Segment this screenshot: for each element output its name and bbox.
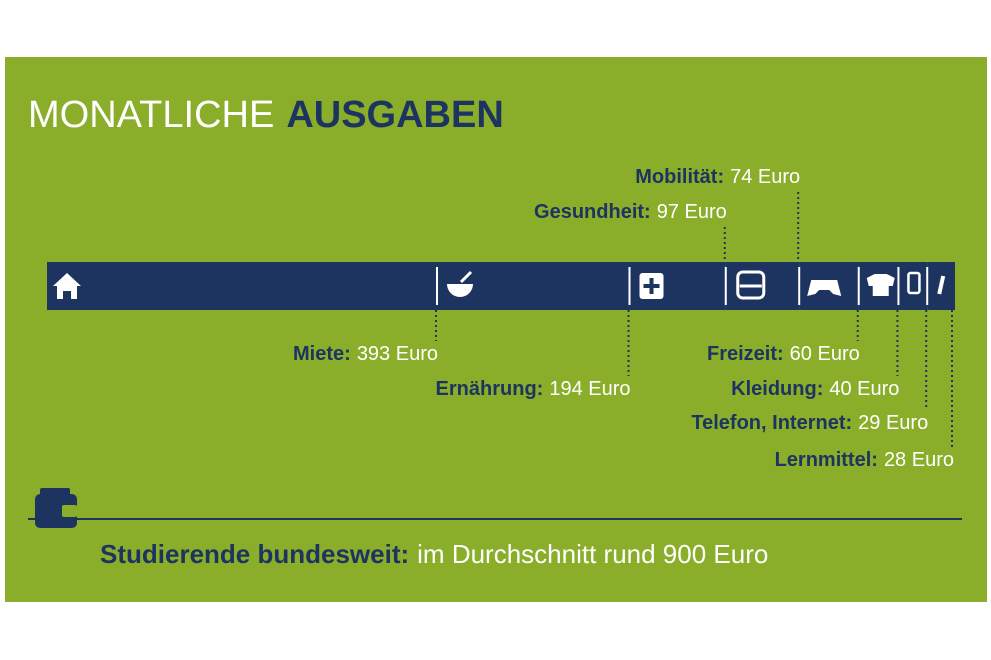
value-text: 194 Euro xyxy=(549,378,630,400)
title-emphasis: AUSGABEN xyxy=(286,94,503,136)
value-label: Kleidung: 40 Euro xyxy=(731,378,899,400)
icon-pad xyxy=(807,280,842,296)
segment-icon xyxy=(907,271,921,295)
icon-home xyxy=(53,273,81,299)
value-text: 97 Euro xyxy=(657,201,727,223)
icon-bowl xyxy=(446,284,473,298)
category-name: Lernmittel: xyxy=(775,449,878,471)
icon-pencil xyxy=(937,275,946,295)
category-name: Gesundheit: xyxy=(534,201,651,223)
segment-icon xyxy=(736,270,766,300)
value-text: 28 Euro xyxy=(884,449,954,471)
value-text: 40 Euro xyxy=(829,378,899,400)
value-label: Mobilität: 74 Euro xyxy=(635,166,800,188)
title-main: MONATLICHE xyxy=(28,94,274,136)
category-name: Miete: xyxy=(293,343,351,365)
value-text: 393 Euro xyxy=(357,343,438,365)
category-name: Mobilität: xyxy=(635,166,724,188)
category-name: Telefon, Internet: xyxy=(691,412,852,434)
icon-shirt xyxy=(866,274,895,296)
value-label: Freizeit: 60 Euro xyxy=(707,343,860,365)
bar-segment xyxy=(898,262,928,310)
value-text: 29 Euro xyxy=(858,412,928,434)
icon-cross xyxy=(643,278,660,294)
segment-icon xyxy=(446,270,473,298)
wallet-icon xyxy=(35,488,77,528)
bar-segment xyxy=(47,262,437,310)
panel xyxy=(5,57,987,602)
segment-icon xyxy=(937,275,946,295)
segment-icon xyxy=(866,274,895,296)
category-name: Freizeit: xyxy=(707,343,784,365)
footer-text: im Durchschnitt rund 900 Euro xyxy=(417,539,768,569)
title: MONATLICHE AUSGABEN xyxy=(28,94,504,136)
icon-spoon xyxy=(459,270,473,284)
value-label: Ernährung: 194 Euro xyxy=(436,378,631,400)
footer: Studierende bundesweit: im Durchschnitt r… xyxy=(100,539,768,569)
value-text: 74 Euro xyxy=(730,166,800,188)
value-label: Gesundheit: 97 Euro xyxy=(534,201,727,223)
icon-bus xyxy=(736,270,766,300)
value-label: Lernmittel: 28 Euro xyxy=(775,449,954,471)
footer-label: Studierende bundesweit: xyxy=(100,539,409,569)
segment-icon xyxy=(807,280,842,296)
segment-icon xyxy=(639,273,664,299)
value-label: Telefon, Internet: 29 Euro xyxy=(691,412,928,434)
value-text: 60 Euro xyxy=(790,343,860,365)
segment-icon xyxy=(53,273,81,299)
category-name: Ernährung: xyxy=(436,378,544,400)
category-name: Kleidung: xyxy=(731,378,823,400)
value-label: Miete: 393 Euro xyxy=(293,343,438,365)
icon-phone xyxy=(907,271,921,295)
